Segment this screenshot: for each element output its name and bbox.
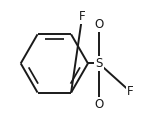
- Text: O: O: [94, 18, 103, 31]
- Text: F: F: [79, 10, 85, 23]
- Text: F: F: [127, 85, 134, 98]
- Text: O: O: [94, 98, 103, 111]
- Text: S: S: [95, 57, 103, 70]
